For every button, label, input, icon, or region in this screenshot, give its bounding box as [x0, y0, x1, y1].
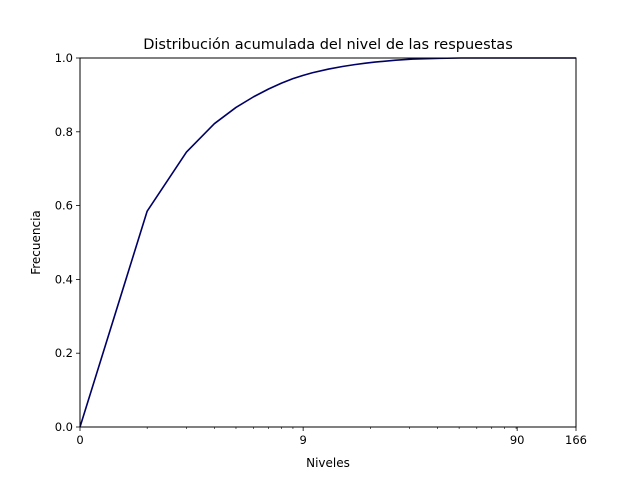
x-tick-label: 9 — [299, 433, 306, 447]
x-axis-label: Niveles — [306, 456, 350, 470]
plot-frame — [79, 57, 577, 428]
x-tick-label: 90 — [510, 433, 525, 447]
y-axis: 0.0 0.2 0.4 0.6 0.8 1.0 — [55, 51, 80, 434]
x-axis: 0 9 90 166 — [76, 427, 587, 447]
y-tick-label: 0.4 — [55, 272, 73, 286]
x-tick-label: 0 — [76, 433, 83, 447]
y-tick-label: 1.0 — [55, 51, 73, 65]
x-tick-label: 166 — [565, 433, 587, 447]
chart-title: Distribución acumulada del nivel de las … — [143, 37, 513, 53]
y-axis-label: Frecuencia — [29, 210, 43, 275]
y-tick-label: 0.6 — [55, 199, 73, 213]
y-tick-label: 0.0 — [55, 420, 73, 434]
y-tick-label: 0.8 — [55, 125, 73, 139]
series-line — [79, 57, 576, 428]
y-tick-label: 0.2 — [55, 346, 73, 360]
